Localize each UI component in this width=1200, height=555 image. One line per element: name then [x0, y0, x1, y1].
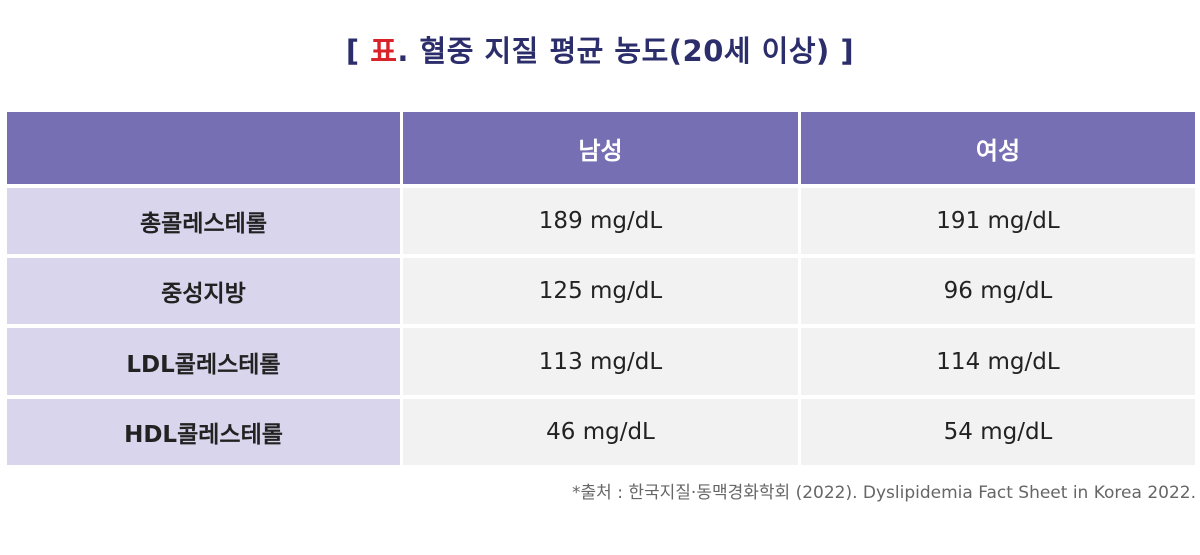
cell-triglyceride-female: 96 mg/dL [801, 258, 1195, 324]
row-label-ldl: LDL콜레스테롤 [7, 328, 400, 395]
title-mark: 표 [370, 34, 398, 68]
title-open-bracket: [ [345, 34, 360, 68]
lipid-table: 남성 여성 총콜레스테롤 189 mg/dL 191 mg/dL 중성지방 12… [7, 112, 1195, 465]
cell-triglyceride-male: 125 mg/dL [403, 258, 798, 324]
row-label-triglyceride: 중성지방 [7, 258, 400, 324]
row-label-hdl: HDL콜레스테롤 [7, 399, 400, 465]
cell-total-cholesterol-male: 189 mg/dL [403, 188, 798, 254]
header-empty [7, 112, 400, 184]
source-note: *출처 : 한국지질·동맥경화학회 (2022). Dyslipidemia F… [572, 483, 1196, 503]
title-close-bracket: ] [840, 34, 855, 68]
cell-hdl-male: 46 mg/dL [403, 399, 798, 465]
cell-hdl-female: 54 mg/dL [801, 399, 1195, 465]
cell-total-cholesterol-female: 191 mg/dL [801, 188, 1195, 254]
page-title: [ 표. 혈중 지질 평균 농도(20세 이상) ] [0, 28, 1200, 70]
row-label-total-cholesterol: 총콜레스테롤 [7, 188, 400, 254]
header-male: 남성 [403, 112, 798, 184]
cell-ldl-female: 114 mg/dL [801, 328, 1195, 395]
title-text: . 혈중 지질 평균 농도(20세 이상) [397, 34, 830, 68]
header-female: 여성 [801, 112, 1195, 184]
cell-ldl-male: 113 mg/dL [403, 328, 798, 395]
